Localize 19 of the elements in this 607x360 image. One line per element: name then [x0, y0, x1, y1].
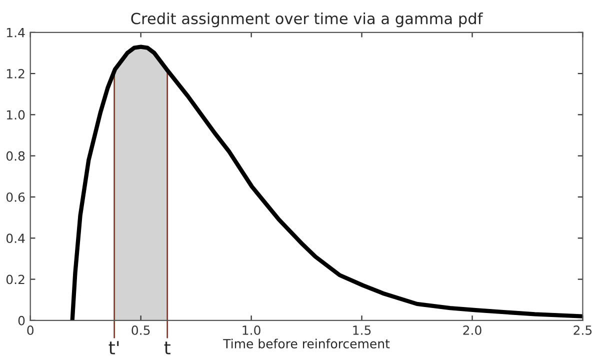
x-tick-label: 0.5: [132, 325, 150, 335]
y-tick-label: 1.0: [6, 110, 25, 120]
line-series: [70, 44, 583, 320]
y-tick-label: 1.2: [6, 69, 24, 78]
y-tick-label: 1.4: [6, 28, 25, 38]
x-tick-label: 2.0: [463, 325, 482, 335]
x-tick-label: 0: [27, 325, 34, 335]
y-tick-label: 0.6: [6, 192, 25, 202]
x-axis-title: Time before reinforcement: [223, 338, 390, 348]
y-tick-label: 0: [18, 316, 25, 326]
x-tick-label: 2.5: [574, 325, 592, 335]
y-tick-label: 0.2: [6, 274, 24, 284]
x-tick-label: 1.0: [242, 325, 260, 335]
x-tick-label: 1.5: [353, 326, 371, 335]
ref-line-label: t': [108, 341, 119, 354]
y-tick-label: 0.8: [6, 151, 25, 161]
ref-line-label: t: [164, 342, 170, 354]
y-tick-label: 0.4: [6, 234, 25, 244]
chart-title: Credit assignment over time via a gamma pdf: [131, 12, 483, 28]
